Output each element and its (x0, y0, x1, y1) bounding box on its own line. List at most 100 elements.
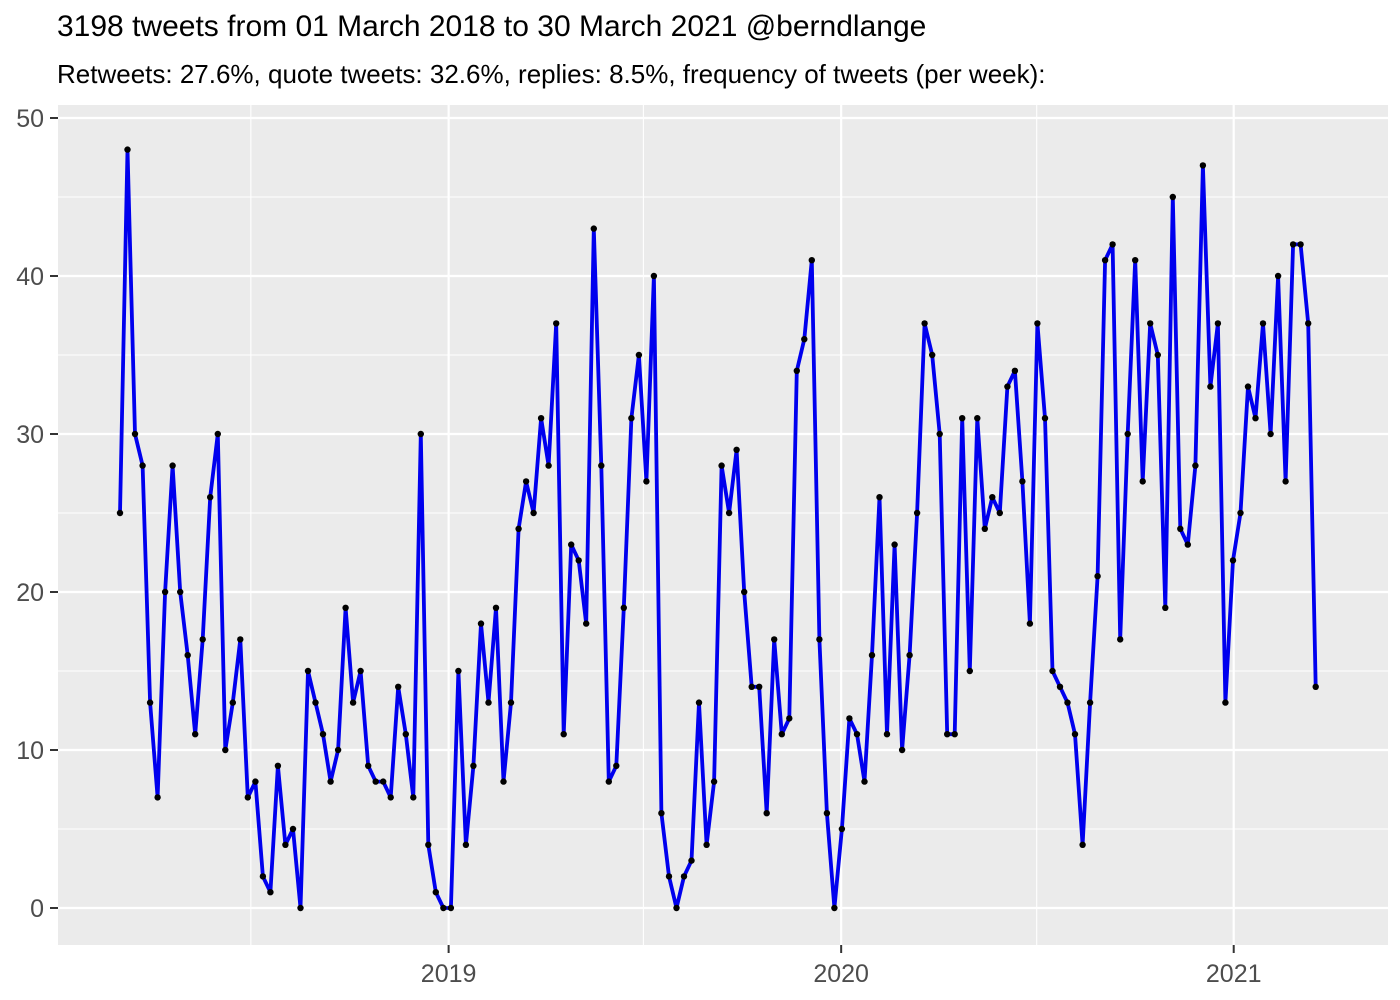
data-point (635, 351, 643, 359)
data-point (1252, 415, 1259, 422)
data-point (395, 683, 402, 690)
data-point (237, 636, 244, 643)
data-point (628, 415, 635, 422)
data-point (898, 746, 906, 754)
data-point (244, 794, 251, 801)
data-point (733, 446, 740, 453)
data-point (1101, 257, 1109, 264)
data-point (808, 257, 815, 264)
data-point (748, 683, 755, 690)
data-point (1305, 320, 1312, 327)
data-point (1034, 320, 1041, 327)
data-point (319, 731, 327, 738)
data-point (1071, 731, 1079, 738)
data-point (650, 272, 658, 280)
y-axis-label: 50 (16, 105, 44, 133)
data-point (741, 588, 748, 596)
data-point (455, 667, 462, 675)
data-point (289, 825, 297, 833)
data-point (274, 762, 282, 769)
y-axis-labels: 0 10 20 30 40 50 (16, 105, 44, 923)
data-point (161, 588, 169, 596)
data-point (154, 794, 161, 801)
data-point (1192, 462, 1199, 469)
data-point (643, 478, 650, 485)
data-point (891, 541, 898, 548)
data-point (1139, 478, 1146, 485)
data-point (1086, 699, 1094, 706)
data-point (959, 415, 966, 422)
data-point (876, 494, 883, 501)
data-point (425, 841, 432, 848)
data-point (710, 778, 718, 785)
data-point (131, 430, 139, 438)
data-point (447, 904, 455, 912)
data-point (695, 699, 703, 706)
data-point (613, 762, 620, 769)
data-point (861, 778, 868, 785)
data-point (974, 415, 981, 422)
data-point (530, 509, 537, 517)
data-point (500, 778, 507, 785)
data-point (1244, 383, 1252, 390)
data-point (921, 320, 928, 327)
data-point (432, 889, 439, 896)
data-point (545, 462, 552, 469)
data-point (1214, 320, 1222, 327)
axis-tick-marks (50, 117, 1235, 953)
data-point (763, 810, 770, 817)
data-point (1222, 699, 1229, 706)
data-point (1184, 541, 1192, 548)
data-point (327, 778, 334, 785)
data-point (913, 509, 921, 517)
data-point (372, 778, 379, 785)
data-point (334, 746, 342, 754)
data-point (1124, 430, 1131, 438)
data-point (989, 494, 996, 501)
data-point (124, 146, 131, 153)
data-point (1297, 241, 1304, 248)
data-point (665, 873, 673, 880)
data-point (1312, 683, 1319, 690)
data-point (846, 715, 853, 722)
data-point (357, 667, 364, 675)
data-point (1079, 841, 1086, 848)
chart-subtitle: Retweets: 27.6%, quote tweets: 32.6%, re… (57, 59, 1046, 89)
data-point (522, 478, 530, 485)
data-point (944, 731, 951, 738)
data-point (838, 825, 846, 833)
data-point (139, 462, 146, 469)
data-point (680, 873, 688, 880)
data-point (906, 652, 913, 659)
data-point (462, 841, 470, 848)
data-point (1207, 383, 1214, 390)
data-point (259, 873, 267, 880)
data-points (116, 146, 1319, 912)
data-point (831, 904, 838, 912)
data-point (793, 367, 800, 374)
data-point (1094, 573, 1101, 580)
data-point (177, 588, 184, 596)
data-point (583, 620, 590, 627)
data-point (658, 810, 665, 817)
data-point (297, 904, 304, 912)
minor-gridlines (58, 105, 1388, 945)
data-point (199, 636, 206, 643)
data-point (184, 652, 191, 659)
data-point (1147, 320, 1154, 327)
data-point (1132, 257, 1139, 264)
data-point (936, 430, 943, 438)
y-axis-label: 0 (30, 895, 44, 923)
data-point (725, 509, 733, 517)
data-point (492, 604, 500, 611)
data-point (1154, 351, 1162, 359)
data-point (568, 541, 575, 548)
data-point (507, 699, 515, 706)
data-point (214, 430, 221, 438)
data-point (1026, 620, 1034, 627)
data-point (966, 667, 973, 675)
data-point (1199, 162, 1207, 169)
data-point (620, 604, 627, 611)
data-point (605, 778, 612, 785)
data-point (304, 667, 312, 675)
